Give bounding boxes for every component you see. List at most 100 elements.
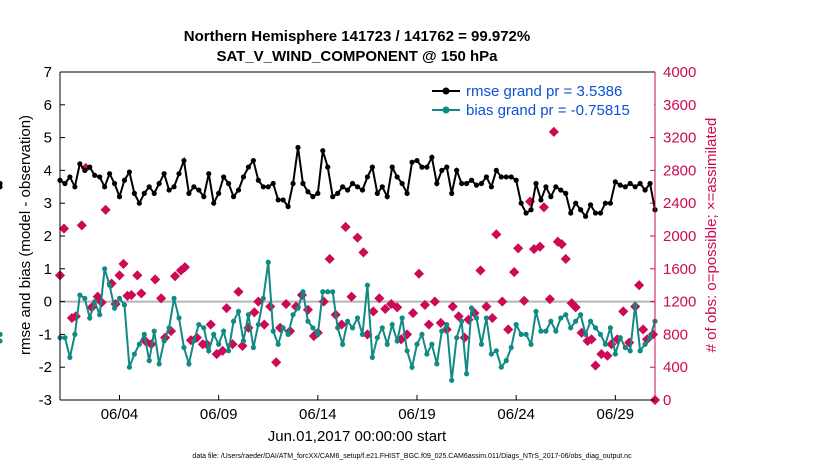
bias-point <box>483 315 490 321</box>
bias-point <box>364 282 371 288</box>
rmse-point <box>478 180 485 187</box>
obs-count-marker <box>169 271 181 282</box>
obs-count-marker <box>126 289 137 301</box>
bias-point <box>582 331 589 337</box>
rmse-point <box>429 154 435 160</box>
rmse-point <box>320 148 326 154</box>
rmse-point <box>563 190 569 196</box>
obs-count-marker <box>156 293 167 304</box>
rmse-point <box>627 180 633 187</box>
bias-point <box>459 318 465 324</box>
obs-count-marker <box>70 311 81 322</box>
obs-count-marker <box>118 258 129 269</box>
bias-point <box>325 289 331 295</box>
rmse-point <box>216 190 222 196</box>
bias-point <box>622 344 628 351</box>
bias-point <box>87 315 93 321</box>
bias-point <box>305 318 311 324</box>
rmse-point <box>622 184 628 190</box>
obs-count-marker <box>475 265 486 276</box>
bias-point <box>592 325 599 331</box>
rmse-point <box>493 167 499 173</box>
rmse-point <box>384 194 390 200</box>
bias-point <box>384 341 390 347</box>
rmse-point <box>102 184 108 190</box>
rmse-point <box>335 190 341 196</box>
y2-tick-label: 4000 <box>663 64 696 81</box>
rmse-point <box>379 184 385 190</box>
rmse-point <box>523 210 529 216</box>
rmse-point <box>359 187 366 193</box>
rmse-point <box>513 177 519 183</box>
bias-point <box>285 331 291 337</box>
y-axis-label: rmse and bias (model - observation) <box>17 115 34 355</box>
rmse-point <box>265 184 271 190</box>
rmse-point <box>344 187 351 193</box>
legend-rmse-label: rmse grand pr = 3.5386 <box>466 83 622 100</box>
rmse-point <box>568 210 574 216</box>
bias-point <box>92 299 98 305</box>
bias-point <box>240 338 247 344</box>
obs-count-marker <box>419 299 430 310</box>
bias-point <box>300 289 306 295</box>
y2-tick-label: 1600 <box>663 261 696 278</box>
rmse-point <box>369 164 375 170</box>
bias-point <box>503 358 509 364</box>
rmse-point <box>77 161 83 167</box>
rmse-point <box>196 187 202 193</box>
rmse-point <box>548 194 554 200</box>
obs-count-marker <box>413 268 425 279</box>
bias-point <box>394 338 400 344</box>
rmse-point <box>111 180 118 187</box>
bias-point <box>463 371 470 377</box>
y-tick-label: 4 <box>44 162 52 179</box>
obs-count-marker <box>358 247 369 258</box>
bias-point <box>617 335 623 341</box>
bias-point <box>295 305 301 311</box>
obs-count-marker <box>586 334 597 345</box>
bias-point <box>553 328 559 334</box>
obs-count-marker <box>237 340 248 351</box>
legend: rmse grand pr = 3.5386 bias grand pr = -… <box>432 80 654 122</box>
bias-point <box>399 315 405 321</box>
rmse-point <box>354 184 361 190</box>
rmse-point <box>528 207 534 213</box>
bias-point <box>221 328 227 334</box>
y-tick-label: 7 <box>44 64 52 81</box>
rmse-point <box>245 164 252 170</box>
bias-point <box>136 341 142 347</box>
obs-count-marker <box>136 288 147 299</box>
rmse-point <box>340 184 346 190</box>
y2-tick-label: 0 <box>663 392 671 409</box>
rmse-point <box>176 171 182 177</box>
rmse-point <box>617 182 623 188</box>
rmse-point <box>449 190 455 196</box>
bias-point <box>369 354 375 360</box>
rmse-point <box>72 184 78 190</box>
bias-point <box>97 312 103 318</box>
bias-point <box>67 354 73 360</box>
y2-tick-label: 1200 <box>663 294 696 311</box>
rmse-point <box>419 164 425 170</box>
bias-point <box>230 318 237 324</box>
rmse-point <box>285 203 291 210</box>
obs-count-marker <box>100 204 111 215</box>
bias-point <box>389 321 395 328</box>
bias-point <box>349 325 356 331</box>
bias-point <box>468 305 475 311</box>
rmse-point <box>632 184 638 190</box>
rmse-point <box>543 184 549 190</box>
obs-count-marker <box>519 295 530 306</box>
rmse-point <box>92 172 98 178</box>
rmse-point <box>255 177 261 183</box>
x-tick-label: 06/09 <box>200 406 238 423</box>
rmse-point <box>240 174 247 180</box>
bias-point <box>379 325 385 331</box>
bias-point <box>255 321 261 328</box>
y-tick-label: -2 <box>39 359 52 376</box>
rmse-point <box>578 207 584 213</box>
bias-point <box>513 321 519 328</box>
rmse-point <box>270 180 276 187</box>
rmse-point <box>67 174 73 180</box>
rmse-point <box>235 187 242 193</box>
